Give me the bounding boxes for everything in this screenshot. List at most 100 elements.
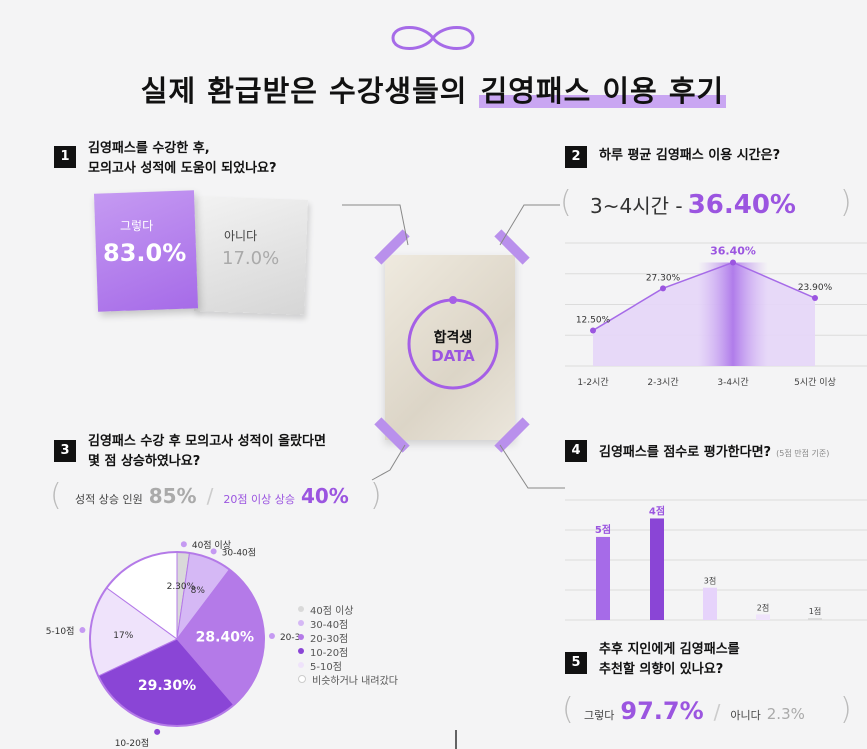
pie-legend-item: 10-20점 bbox=[298, 644, 398, 659]
q1-no-label: 아니다 bbox=[224, 229, 258, 243]
pie-value-label: 2.30% bbox=[167, 582, 196, 592]
q5-number: 5 bbox=[565, 652, 587, 674]
q5-question: 추후 지인에게 김영패스를 추천할 의향이 있나요? bbox=[599, 640, 740, 680]
line-x-tick-label: 3-4시간 bbox=[717, 377, 748, 388]
q1-yes-label: 그렇다 bbox=[120, 219, 154, 233]
q3-brace-left: ( bbox=[50, 478, 62, 513]
q3-number: 3 bbox=[54, 440, 76, 462]
pie-legend-swatch bbox=[298, 675, 306, 683]
bar-chart: 5점 4점 3점 2점 1점 bbox=[565, 499, 867, 621]
page-title-highlight: 김영패스 이용 후기 bbox=[478, 74, 727, 108]
q5-stats: 그렇다 97.7% / 아니다 2.3% bbox=[584, 697, 805, 725]
pie-callout-dot bbox=[79, 627, 86, 634]
q3-line1: 김영패스 수강 후 모의고사 성적이 올랐다면 bbox=[88, 434, 326, 449]
pie-callout-label: 40점 이상 bbox=[192, 539, 231, 551]
pie-callout-dot bbox=[210, 548, 217, 555]
pie-legend-label: 30-40점 bbox=[310, 619, 349, 631]
bar bbox=[756, 614, 770, 620]
q1-number: 1 bbox=[54, 146, 76, 168]
bar-label: 3점 bbox=[704, 576, 716, 586]
q4-number: 4 bbox=[565, 440, 587, 462]
bar-label: 4점 bbox=[649, 505, 665, 517]
pie-legend-item: 30-40점 bbox=[298, 616, 398, 631]
pie-callout-label: 30-40점 bbox=[222, 546, 256, 558]
q3-stats: 성적 상승 인원 85% / 20점 이상 상승 40% bbox=[75, 484, 349, 508]
center-text: 합격생 DATA bbox=[405, 327, 501, 365]
line-point bbox=[730, 259, 736, 266]
pie-outline bbox=[89, 551, 265, 727]
center-line1: 합격생 bbox=[433, 330, 473, 346]
line-data-label: 12.50% bbox=[576, 315, 611, 325]
pie-legend-swatch bbox=[298, 634, 304, 640]
q3-stat1-label: 성적 상승 인원 bbox=[75, 493, 143, 506]
q5-line1: 추후 지인에게 김영패스를 bbox=[599, 642, 740, 657]
pie-callout-dot bbox=[268, 633, 275, 640]
q5-brace-right: ) bbox=[840, 692, 852, 727]
line-data-label: 27.30% bbox=[646, 273, 681, 283]
q3-line2: 몇 점 상승하였나요? bbox=[88, 454, 201, 469]
q5-yes-value: 97.7% bbox=[620, 697, 704, 725]
bar-label: 1점 bbox=[809, 606, 821, 616]
connector-q1 bbox=[342, 204, 409, 246]
pie-legend-item: 비슷하거나 내려갔다 bbox=[298, 672, 398, 687]
line-highlight-band bbox=[698, 262, 768, 366]
line-point bbox=[660, 285, 666, 292]
center-ring bbox=[407, 296, 499, 390]
pie-legend-label: 20-30점 bbox=[310, 633, 349, 645]
pie-legend: 40점 이상 30-40점 20-30점 10-20점 5-10점 비슷하거나 내려갔다 bbox=[298, 602, 398, 687]
connector-q4 bbox=[499, 444, 565, 489]
pie-callout-label: 5-10점 bbox=[46, 625, 75, 637]
pie-legend-swatch bbox=[298, 606, 304, 612]
bar bbox=[808, 618, 822, 620]
pie-legend-swatch bbox=[298, 662, 304, 668]
connector-q2 bbox=[499, 204, 560, 246]
pie-legend-label: 10-20점 bbox=[310, 647, 349, 659]
pie-legend-swatch bbox=[298, 648, 304, 654]
bar bbox=[703, 587, 717, 620]
pie-legend-label: 40점 이상 bbox=[310, 605, 354, 617]
line-chart: 12.50% 1-2시간 27.30% 2-3시간 36.40% 3-4시간 23.90% 5… bbox=[565, 242, 867, 388]
pie-legend-item: 5-10점 bbox=[298, 658, 398, 673]
q4-note: (5점 만점 기준) bbox=[776, 449, 830, 458]
line-x-tick-label: 5시간 이상 bbox=[794, 377, 836, 388]
q1-question: 김영패스를 수강한 후, 모의고사 성적에 도움이 되었나요? bbox=[88, 139, 277, 179]
connector-q3 bbox=[371, 444, 406, 481]
q5-no-label: 아니다 bbox=[730, 709, 761, 722]
pie-legend-item: 40점 이상 bbox=[298, 602, 398, 617]
q3-question: 김영패스 수강 후 모의고사 성적이 올랐다면 몇 점 상승하였나요? bbox=[88, 432, 326, 472]
pie-value-label: 28.40% bbox=[196, 629, 254, 645]
center-paper bbox=[385, 255, 515, 440]
q1-line1: 김영패스를 수강한 후, bbox=[88, 141, 210, 156]
pie-value-label: 17% bbox=[113, 631, 133, 641]
pie-value-label: 8% bbox=[191, 586, 206, 596]
line-point bbox=[812, 295, 818, 302]
q3-stat2-value: 40% bbox=[300, 484, 349, 508]
pie-legend-swatch bbox=[298, 620, 304, 626]
pie-callout-label: 10-20점 bbox=[115, 737, 149, 749]
q3-divider: / bbox=[206, 484, 214, 508]
q4-question-text: 김영패스를 점수로 평가한다면? bbox=[599, 445, 772, 460]
line-x-tick-label: 1-2시간 bbox=[577, 377, 608, 388]
q2-summary-label: 3~4시간 - bbox=[590, 194, 683, 218]
pie-callout-dot bbox=[154, 728, 161, 735]
bar bbox=[650, 518, 664, 620]
q5-divider: / bbox=[713, 700, 721, 724]
q2-summary-value: 36.40% bbox=[687, 190, 796, 220]
pie-callout-dot bbox=[180, 541, 187, 548]
infinity-ornament bbox=[391, 26, 475, 50]
q1-line2: 모의고사 성적에 도움이 되었나요? bbox=[88, 161, 277, 176]
q1-no-value: 17.0% bbox=[222, 248, 280, 269]
line-series bbox=[592, 261, 816, 332]
q2-number: 2 bbox=[565, 146, 587, 168]
line-data-label: 36.40% bbox=[710, 244, 756, 257]
bar-label: 5점 bbox=[595, 524, 611, 536]
pie-callout-label: 20-30점 bbox=[280, 631, 300, 643]
q2-summary: 3~4시간 - 36.40% bbox=[590, 190, 796, 220]
center-line2: DATA bbox=[431, 347, 475, 365]
line-data-label: 23.90% bbox=[798, 283, 833, 293]
q1-yes-value: 83.0% bbox=[103, 239, 187, 267]
q2-question: 하루 평균 김영패스 이용 시간은? bbox=[599, 148, 781, 163]
q5-line2: 추천할 의향이 있나요? bbox=[599, 662, 724, 677]
q3-stat1-value: 85% bbox=[148, 484, 197, 508]
